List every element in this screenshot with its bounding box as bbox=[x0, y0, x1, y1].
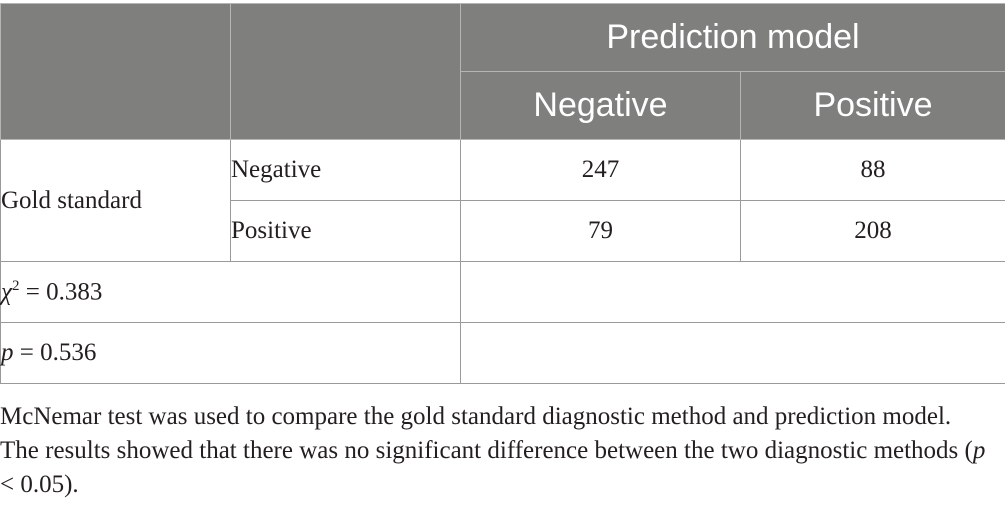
table-row: Positive 79 208 bbox=[1, 200, 1005, 262]
chi-symbol: χ bbox=[1, 278, 12, 306]
gold-standard-label: Gold standard bbox=[0, 139, 231, 262]
cell-pos-neg: 79 bbox=[460, 200, 741, 262]
header-row-columns: Negative Positive bbox=[1, 71, 1005, 140]
cell-pos-pos: 208 bbox=[740, 200, 1005, 262]
contingency-table: Prediction model Negative Positive Gold … bbox=[0, 3, 1005, 384]
chi-square-stat: χ2 = 0.383 bbox=[0, 261, 461, 323]
table-row: χ2 = 0.383 bbox=[0, 261, 1005, 323]
prediction-model-header: Prediction model bbox=[460, 3, 1005, 72]
chi-value: = 0.383 bbox=[19, 278, 103, 306]
chi-superscript: 2 bbox=[12, 277, 20, 294]
row-label-negative: Negative bbox=[230, 139, 461, 201]
caption-text-before: McNemar test was used to compare the gol… bbox=[0, 403, 973, 464]
caption-p-symbol: p bbox=[972, 437, 986, 464]
p-value: = 0.536 bbox=[13, 339, 97, 366]
caption-text-after: < 0.05). bbox=[0, 471, 79, 498]
table-row: Gold standard Negative 247 88 bbox=[0, 139, 1005, 262]
row-label-positive: Positive bbox=[230, 200, 461, 262]
header-empty-cell-1 bbox=[0, 3, 231, 140]
chi-square-empty bbox=[460, 261, 1005, 323]
table-caption: McNemar test was used to compare the gol… bbox=[0, 400, 990, 502]
header-empty-cell-2 bbox=[230, 3, 461, 140]
cell-neg-pos: 88 bbox=[740, 139, 1005, 201]
p-symbol: p bbox=[1, 339, 14, 366]
header-negative: Negative bbox=[460, 71, 741, 140]
header-positive: Positive bbox=[740, 71, 1005, 140]
table-row: p = 0.536 bbox=[0, 322, 1005, 384]
p-value-empty bbox=[460, 322, 1005, 384]
cell-neg-neg: 247 bbox=[460, 139, 741, 201]
header-row-group: Prediction model bbox=[0, 3, 1005, 140]
p-value-stat: p = 0.536 bbox=[0, 322, 461, 384]
